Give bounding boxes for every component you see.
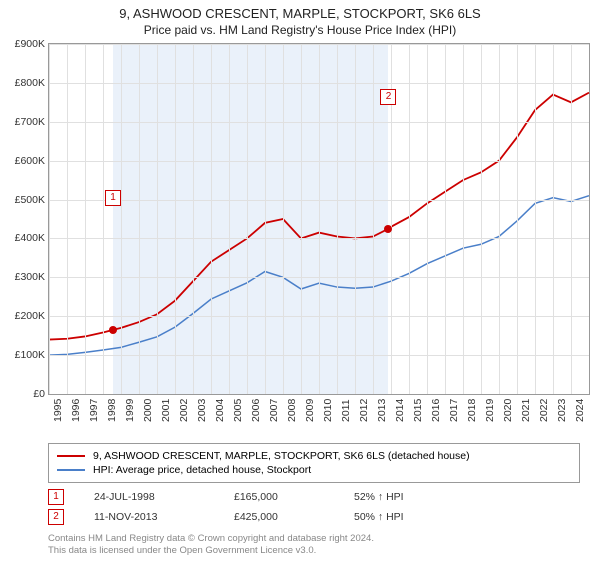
gridline-v <box>265 44 266 394</box>
x-tick-label: 2016 <box>430 399 442 422</box>
legend-item: 9, ASHWOOD CRESCENT, MARPLE, STOCKPORT, … <box>57 450 571 462</box>
x-tick-label: 2018 <box>466 399 478 422</box>
sale-row: 2 11-NOV-2013 £425,000 50% ↑ HPI <box>48 509 580 525</box>
y-tick-label: £0 <box>1 388 45 400</box>
y-tick-label: £100K <box>1 349 45 361</box>
x-tick-label: 2021 <box>520 399 532 422</box>
x-tick-label: 2000 <box>142 399 154 422</box>
y-tick-label: £600K <box>1 155 45 167</box>
x-tick-label: 1995 <box>52 399 64 422</box>
sale-price: £425,000 <box>234 511 324 523</box>
chart-subtitle: Price paid vs. HM Land Registry's House … <box>0 23 600 37</box>
sale-pct: 50% ↑ HPI <box>354 511 454 523</box>
gridline-v <box>85 44 86 394</box>
legend-swatch <box>57 455 85 457</box>
x-tick-label: 2013 <box>376 399 388 422</box>
footer-line-1: Contains HM Land Registry data © Crown c… <box>48 533 580 545</box>
gridline-v <box>229 44 230 394</box>
gridline-v <box>121 44 122 394</box>
sale-marker-dot <box>109 326 117 334</box>
x-tick-label: 2022 <box>538 399 550 422</box>
sale-marker-label: 1 <box>105 190 121 206</box>
x-tick-label: 1999 <box>124 399 136 422</box>
gridline-v <box>139 44 140 394</box>
chart-container: 9, ASHWOOD CRESCENT, MARPLE, STOCKPORT, … <box>0 6 600 566</box>
x-tick-label: 2011 <box>340 399 352 422</box>
x-tick-label: 2003 <box>196 399 208 422</box>
x-tick-label: 2017 <box>448 399 460 422</box>
gridline-v <box>193 44 194 394</box>
chart-plot-area: £0£100K£200K£300K£400K£500K£600K£700K£80… <box>48 43 590 395</box>
gridline-v <box>553 44 554 394</box>
y-tick-label: £800K <box>1 77 45 89</box>
y-tick-label: £700K <box>1 116 45 128</box>
gridline-v <box>481 44 482 394</box>
x-tick-label: 2004 <box>214 399 226 422</box>
legend-box: 9, ASHWOOD CRESCENT, MARPLE, STOCKPORT, … <box>48 443 580 483</box>
y-tick-label: £400K <box>1 232 45 244</box>
gridline-v <box>535 44 536 394</box>
gridline-v <box>157 44 158 394</box>
footer-attribution: Contains HM Land Registry data © Crown c… <box>48 533 580 558</box>
gridline-v <box>517 44 518 394</box>
x-tick-label: 1996 <box>70 399 82 422</box>
footer-line-2: This data is licensed under the Open Gov… <box>48 545 580 557</box>
gridline-v <box>373 44 374 394</box>
gridline-v <box>445 44 446 394</box>
gridline-v <box>283 44 284 394</box>
x-tick-label: 2006 <box>250 399 262 422</box>
gridline-v <box>319 44 320 394</box>
x-tick-label: 2020 <box>502 399 514 422</box>
x-tick-label: 2023 <box>556 399 568 422</box>
legend-item: HPI: Average price, detached house, Stoc… <box>57 464 571 476</box>
gridline-v <box>427 44 428 394</box>
x-tick-label: 2015 <box>412 399 424 422</box>
gridline-v <box>499 44 500 394</box>
gridline-v <box>247 44 248 394</box>
sale-row-marker: 2 <box>48 509 64 525</box>
x-tick-label: 1998 <box>106 399 118 422</box>
y-tick-label: £500K <box>1 194 45 206</box>
x-tick-label: 2009 <box>304 399 316 422</box>
gridline-v <box>211 44 212 394</box>
gridline-v <box>49 44 50 394</box>
y-tick-label: £900K <box>1 38 45 50</box>
sale-date: 11-NOV-2013 <box>94 511 204 523</box>
x-tick-label: 2012 <box>358 399 370 422</box>
gridline-v <box>409 44 410 394</box>
sales-table: 1 24-JUL-1998 £165,000 52% ↑ HPI 2 11-NOV-201… <box>48 489 580 525</box>
legend-label: HPI: Average price, detached house, Stoc… <box>93 464 311 476</box>
sale-marker-label: 2 <box>380 89 396 105</box>
sale-date: 24-JUL-1998 <box>94 491 204 503</box>
x-tick-label: 2010 <box>322 399 334 422</box>
sale-row: 1 24-JUL-1998 £165,000 52% ↑ HPI <box>48 489 580 505</box>
sale-pct: 52% ↑ HPI <box>354 491 454 503</box>
x-tick-label: 1997 <box>88 399 100 422</box>
gridline-v <box>103 44 104 394</box>
sale-marker-dot <box>384 225 392 233</box>
x-tick-label: 2002 <box>178 399 190 422</box>
x-tick-label: 2024 <box>574 399 586 422</box>
x-tick-label: 2001 <box>160 399 172 422</box>
y-tick-label: £200K <box>1 310 45 322</box>
x-tick-label: 2007 <box>268 399 280 422</box>
gridline-v <box>301 44 302 394</box>
y-tick-label: £300K <box>1 271 45 283</box>
x-tick-label: 2019 <box>484 399 496 422</box>
x-tick-label: 2014 <box>394 399 406 422</box>
legend-swatch <box>57 469 85 471</box>
gridline-v <box>571 44 572 394</box>
gridline-v <box>355 44 356 394</box>
x-tick-label: 2005 <box>232 399 244 422</box>
x-tick-label: 2008 <box>286 399 298 422</box>
gridline-v <box>67 44 68 394</box>
sale-row-marker: 1 <box>48 489 64 505</box>
chart-title: 9, ASHWOOD CRESCENT, MARPLE, STOCKPORT, … <box>0 6 600 21</box>
legend-label: 9, ASHWOOD CRESCENT, MARPLE, STOCKPORT, … <box>93 450 470 462</box>
gridline-v <box>463 44 464 394</box>
gridline-v <box>337 44 338 394</box>
gridline-v <box>175 44 176 394</box>
sale-price: £165,000 <box>234 491 324 503</box>
